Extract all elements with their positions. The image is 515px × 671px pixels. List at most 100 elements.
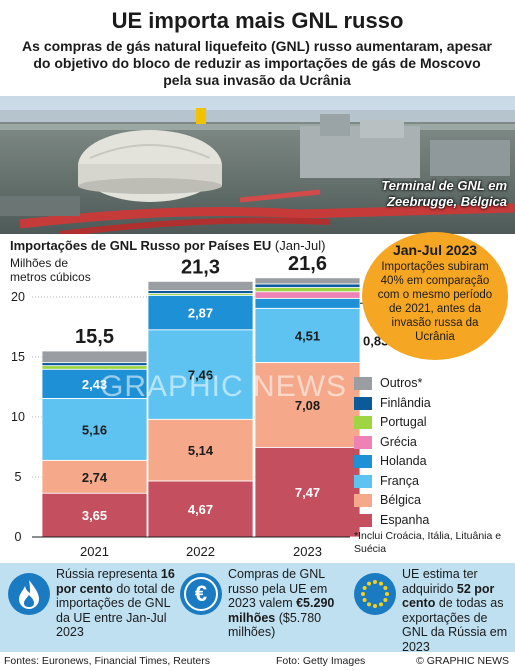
bar-value-label: 7,08 — [295, 398, 320, 413]
bar-segment-holanda — [147, 294, 254, 331]
bar-segment-blgica — [147, 418, 254, 482]
brand-credit: © GRAPHIC NEWS — [416, 655, 509, 667]
bar-segment-frana — [147, 329, 254, 420]
flame-icon — [8, 573, 50, 615]
eu-star — [379, 581, 383, 586]
legend-item: Portugal — [354, 414, 514, 434]
fact-purchase-value: € Compras de GNL russo pela UE em 2023 v… — [176, 563, 348, 652]
legend-footnote: *Inclui Croácia, Itália, Lituânia e Suéc… — [354, 530, 502, 555]
fact-text: Compras de GNL russo pela UE em 2023 val… — [228, 567, 348, 640]
bar-segment-finlndia — [254, 283, 361, 288]
legend-label: Outros* — [380, 376, 423, 390]
legend-item: Outros* — [354, 375, 514, 395]
bar-value-label: 2,87 — [188, 306, 213, 321]
legend-label: Finlândia — [380, 395, 431, 410]
legend-swatch — [354, 494, 372, 507]
bar-segment-finlndia — [41, 362, 148, 367]
bar-total-label: 21,6 — [288, 253, 327, 275]
y-tick-label: 5 — [15, 470, 22, 484]
bar-segment-espanha — [254, 446, 361, 538]
svg-text:€: € — [195, 581, 207, 606]
legend-item: França — [354, 473, 514, 493]
legend-swatch — [354, 377, 372, 390]
photo-caption-line1: Terminal de GNL em — [381, 178, 507, 193]
chart-area: 0 5 10 15 20 3,65 2,74 5,16 2,43 15,5 2021 4,67 5,14… — [0, 234, 515, 562]
eu-star — [385, 592, 389, 596]
y-tick-label: 15 — [11, 350, 25, 364]
legend-item: Finlândia — [354, 395, 514, 415]
callout-title: Jan-Jul 2023 — [392, 242, 478, 258]
eu-star — [373, 604, 377, 608]
legend-label: Grécia — [380, 434, 417, 449]
fact-text-post: ($5.780 milhões) — [228, 610, 322, 640]
fact-text: UE estima ter adquirido 52 por cento de … — [402, 567, 514, 654]
bar-segment-frana — [41, 397, 148, 461]
eu-star — [383, 586, 388, 590]
sources-text: Fontes: Euronews, Financial Times, Reute… — [4, 655, 211, 667]
legend-label: Holanda — [380, 454, 427, 468]
fact-russia-share: Rússia representa 16 por cento do total … — [4, 563, 176, 652]
eu-star — [362, 598, 367, 602]
fact-text-post: do total de importações de GNL da UE ent… — [56, 581, 175, 640]
bar-segment-espanha — [147, 480, 254, 538]
bar-segment-outros — [41, 350, 148, 364]
legend-item: Bélgica — [354, 492, 514, 512]
stacked-bar-chart: 0 5 10 15 20 3,65 2,74 5,16 2,43 15,5 2021 4,67 5,14… — [11, 253, 388, 559]
bar-segment-portugal — [41, 365, 148, 370]
x-category-label: 2023 — [293, 544, 322, 559]
eu-star — [367, 602, 371, 607]
eu-star — [361, 592, 365, 596]
x-category-label: 2022 — [186, 544, 215, 559]
eu-star — [373, 580, 377, 584]
bar-value-label: 7,47 — [295, 485, 320, 500]
legend-label: Bélgica — [380, 493, 421, 507]
header: UE importa mais GNL russo As compras de … — [0, 0, 515, 96]
y-axis-label-line1: Milhões de — [10, 256, 69, 270]
bar-segment-holanda — [254, 297, 361, 309]
bar-value-label: 2,74 — [82, 470, 108, 485]
legend-item: Grécia — [354, 434, 514, 454]
bar-value-label: 5,16 — [82, 422, 107, 437]
bar-value-label: 4,51 — [295, 328, 320, 343]
photo-caption: Terminal de GNL em Zeebrugge, Bélgica — [381, 178, 507, 210]
chart-title-main: Importações de GNL Russo por Países EU — [10, 238, 272, 253]
bar-total-label: 15,5 — [75, 326, 114, 348]
legend-swatch — [354, 435, 372, 449]
y-tick-label: 20 — [11, 290, 25, 304]
page-subtitle: As compras de gás natural liquefeito (GN… — [22, 38, 492, 88]
fact-export-share: UE estima ter adquirido 52 por cento de … — [350, 563, 515, 654]
legend: Outros* Finlândia Portugal Grécia Holanda Fra… — [354, 375, 514, 531]
bar-total-label: 21,3 — [181, 256, 220, 278]
fact-text-bold: 52 por cento — [402, 581, 495, 611]
legend-item: Espanha — [354, 512, 514, 532]
fact-text-pre: Compras de GNL russo pela UE em 2023 val… — [228, 567, 328, 610]
fact-text-post: de todas as exportações de GNL da Rússia… — [402, 596, 508, 654]
legend-swatch — [354, 455, 372, 468]
x-category-label: 2021 — [80, 544, 109, 559]
eu-star — [367, 581, 371, 586]
bar-segment-finlndia — [147, 290, 254, 294]
facts-band: Rússia representa 16 por cento do total … — [0, 563, 515, 654]
eu-star — [379, 602, 383, 607]
y-axis-label-line2: metros cúbicos — [10, 270, 91, 284]
legend-swatch — [354, 416, 372, 429]
eu-star — [362, 586, 367, 590]
bar-segment-outros — [254, 277, 361, 285]
chart-title-period: (Jan-Jul) — [271, 238, 326, 253]
bar-segment-espanha — [41, 492, 148, 538]
euro-icon: € — [180, 573, 222, 615]
y-tick-label: 0 — [15, 530, 22, 544]
legend-swatch — [354, 513, 372, 527]
page-title: UE importa mais GNL russo — [111, 8, 404, 33]
bar-value-label: 2,43 — [82, 377, 107, 392]
legend-item: Holanda — [354, 453, 514, 473]
bar-segment-holanda — [41, 368, 148, 399]
bar-value-label: 7,46 — [188, 368, 213, 383]
fact-text-bold: 16 por cento — [56, 567, 175, 596]
legend-swatch — [354, 396, 372, 410]
fact-text-pre: Rússia representa — [56, 567, 161, 581]
bar-segment-outros — [147, 281, 254, 291]
eu-flag-icon — [354, 573, 396, 615]
legend-label: Portugal — [380, 415, 427, 429]
bar-segment-grcia — [254, 291, 361, 299]
